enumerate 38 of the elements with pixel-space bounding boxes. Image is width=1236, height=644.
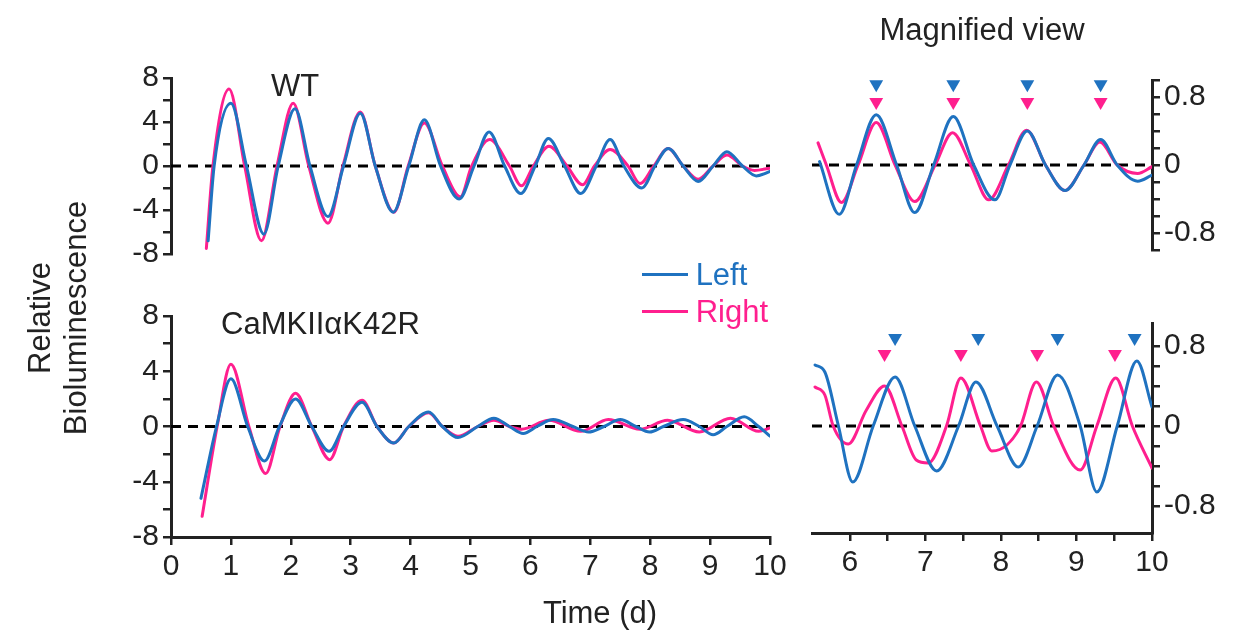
x-tick-label: 10 <box>1135 544 1169 578</box>
y-tick-label: 0.8 <box>1164 327 1206 361</box>
y-tick-label: 0.8 <box>1164 78 1206 112</box>
x-axis-title: Time (d) <box>542 595 658 630</box>
y-tick-label: 0 <box>1164 146 1181 180</box>
x-tick-label: 9 <box>701 548 719 582</box>
x-tick-label: 4 <box>402 548 419 582</box>
legend-label: Left <box>695 256 748 294</box>
x-tick-label: 1 <box>222 548 240 582</box>
x-tick-label: 8 <box>992 544 1010 578</box>
y-tick-label: 4 <box>142 103 159 137</box>
chart-title: Magnified view <box>879 12 1085 47</box>
y-tick-label: -0.8 <box>1164 487 1216 521</box>
y-tick-label: -8 <box>132 518 159 552</box>
chart-title: CaMKIIαK42R <box>221 306 420 341</box>
x-tick-label: 7 <box>916 544 934 578</box>
y-tick-label: -4 <box>132 191 159 225</box>
x-tick-label: 5 <box>462 548 479 582</box>
y-tick-label: 0 <box>142 407 159 441</box>
x-tick-label: 6 <box>522 548 539 582</box>
x-tick-label: 10 <box>753 548 787 582</box>
x-tick-label: 9 <box>1068 544 1085 578</box>
y-tick-label: 8 <box>142 59 159 93</box>
x-tick-label: 6 <box>841 544 859 578</box>
y-tick-label: 4 <box>142 352 159 386</box>
y-tick-label: -4 <box>132 463 159 497</box>
y-axis-title: Relative Bioluminescence <box>22 199 94 438</box>
x-tick-label: 7 <box>581 548 599 582</box>
x-tick-label: 3 <box>342 548 360 582</box>
y-tick-label: -0.8 <box>1164 214 1216 248</box>
x-tick-label: 8 <box>641 548 659 582</box>
y-tick-label: -8 <box>132 235 159 269</box>
y-tick-label: 0 <box>142 147 159 181</box>
y-tick-label: 0 <box>1164 407 1181 441</box>
x-tick-label: 2 <box>282 548 300 582</box>
chart-title: WT <box>271 68 320 103</box>
y-tick-label: 8 <box>142 297 159 331</box>
legend-label: Right <box>695 293 768 331</box>
